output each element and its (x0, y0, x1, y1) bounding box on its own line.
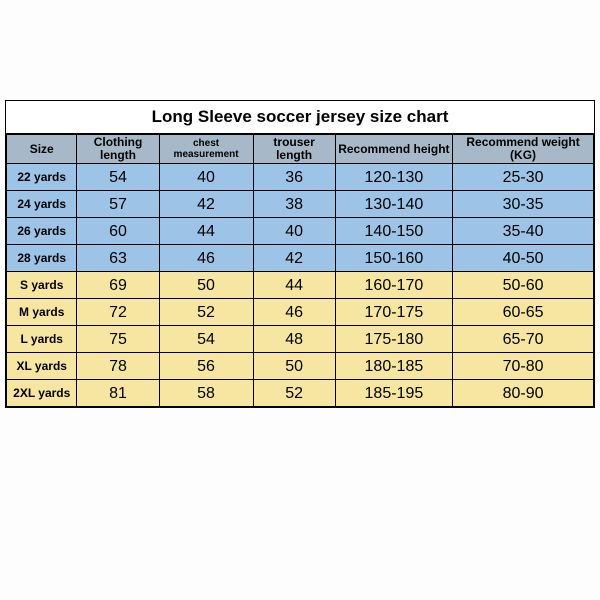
cell-trouser: 38 (253, 191, 335, 218)
cell-trouser: 50 (253, 353, 335, 380)
cell-clothing-length: 75 (77, 326, 159, 353)
cell-clothing-length: 60 (77, 218, 159, 245)
cell-trouser: 52 (253, 380, 335, 407)
cell-size: 2XL yards (7, 380, 77, 407)
cell-chest: 58 (159, 380, 253, 407)
table-row: XL yards785650180-18570-80 (7, 353, 594, 380)
col-size: Size (7, 135, 77, 164)
chart-title: Long Sleeve soccer jersey size chart (6, 101, 594, 134)
cell-size: L yards (7, 326, 77, 353)
cell-weight: 25-30 (453, 164, 594, 191)
cell-height: 175-180 (335, 326, 452, 353)
cell-clothing-length: 57 (77, 191, 159, 218)
cell-clothing-length: 63 (77, 245, 159, 272)
cell-size: M yards (7, 299, 77, 326)
cell-chest: 40 (159, 164, 253, 191)
cell-height: 160-170 (335, 272, 452, 299)
size-chart: { "title": "Long Sleeve soccer jersey si… (5, 100, 595, 408)
cell-trouser: 44 (253, 272, 335, 299)
cell-height: 130-140 (335, 191, 452, 218)
cell-weight: 50-60 (453, 272, 594, 299)
cell-weight: 40-50 (453, 245, 594, 272)
table-header-row: Size Clothing length chest measurement t… (7, 135, 594, 164)
cell-clothing-length: 72 (77, 299, 159, 326)
cell-weight: 80-90 (453, 380, 594, 407)
cell-chest: 50 (159, 272, 253, 299)
cell-clothing-length: 81 (77, 380, 159, 407)
col-chest: chest measurement (159, 135, 253, 164)
cell-clothing-length: 54 (77, 164, 159, 191)
col-trouser-length: trouser length (253, 135, 335, 164)
cell-chest: 54 (159, 326, 253, 353)
cell-weight: 30-35 (453, 191, 594, 218)
cell-size: 24 yards (7, 191, 77, 218)
table-row: 28 yards634642150-16040-50 (7, 245, 594, 272)
table-row: L yards755448175-18065-70 (7, 326, 594, 353)
cell-weight: 35-40 (453, 218, 594, 245)
cell-trouser: 36 (253, 164, 335, 191)
cell-size: 22 yards (7, 164, 77, 191)
cell-height: 120-130 (335, 164, 452, 191)
cell-clothing-length: 78 (77, 353, 159, 380)
cell-weight: 65-70 (453, 326, 594, 353)
cell-size: S yards (7, 272, 77, 299)
cell-chest: 52 (159, 299, 253, 326)
col-recommend-height: Recommend height (335, 135, 452, 164)
cell-chest: 42 (159, 191, 253, 218)
col-clothing-length: Clothing length (77, 135, 159, 164)
cell-clothing-length: 69 (77, 272, 159, 299)
table-row: 2XL yards815852185-19580-90 (7, 380, 594, 407)
cell-trouser: 46 (253, 299, 335, 326)
cell-weight: 70-80 (453, 353, 594, 380)
cell-trouser: 42 (253, 245, 335, 272)
cell-chest: 44 (159, 218, 253, 245)
cell-height: 150-160 (335, 245, 452, 272)
size-table: Size Clothing length chest measurement t… (6, 134, 594, 407)
cell-trouser: 40 (253, 218, 335, 245)
cell-height: 170-175 (335, 299, 452, 326)
cell-trouser: 48 (253, 326, 335, 353)
table-row: 24 yards574238130-14030-35 (7, 191, 594, 218)
cell-weight: 60-65 (453, 299, 594, 326)
cell-chest: 46 (159, 245, 253, 272)
table-row: 22 yards544036120-13025-30 (7, 164, 594, 191)
cell-size: XL yards (7, 353, 77, 380)
cell-height: 185-195 (335, 380, 452, 407)
cell-size: 28 yards (7, 245, 77, 272)
table-row: 26 yards604440140-15035-40 (7, 218, 594, 245)
cell-height: 140-150 (335, 218, 452, 245)
col-recommend-weight: Recommend weight (KG) (453, 135, 594, 164)
table-row: S yards695044160-17050-60 (7, 272, 594, 299)
table-row: M yards725246170-17560-65 (7, 299, 594, 326)
cell-size: 26 yards (7, 218, 77, 245)
cell-height: 180-185 (335, 353, 452, 380)
cell-chest: 56 (159, 353, 253, 380)
